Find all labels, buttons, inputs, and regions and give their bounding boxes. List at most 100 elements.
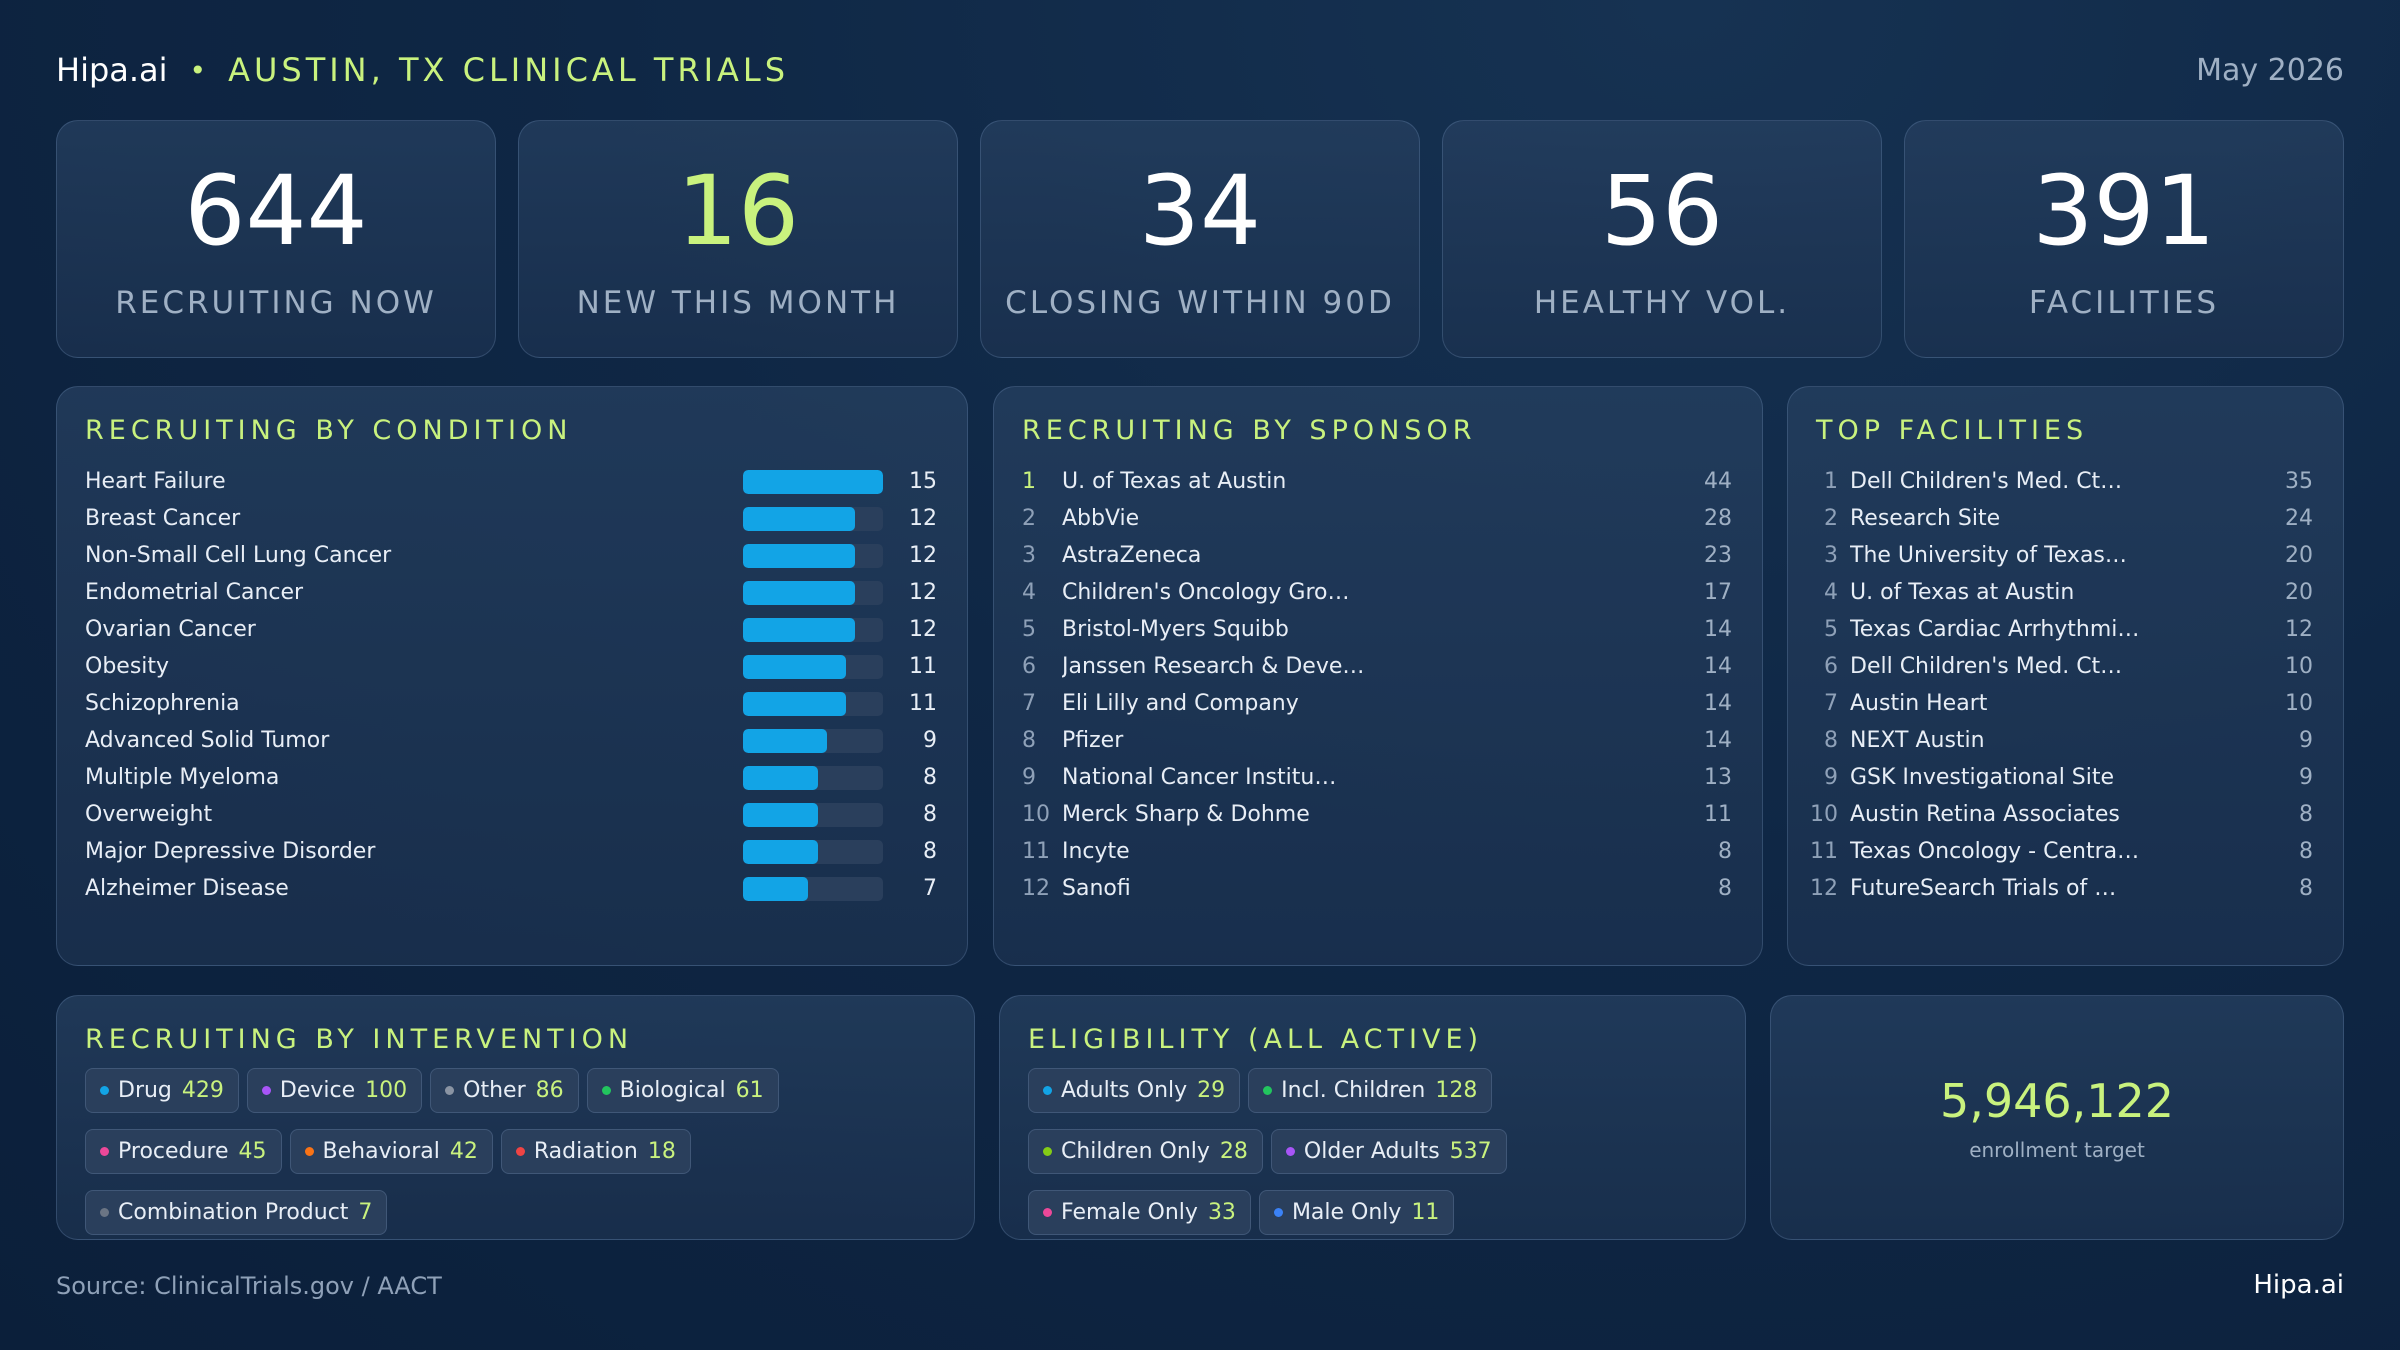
sponsor-name: Janssen Research & Deve…	[1062, 654, 1365, 679]
condition-count: 11	[909, 691, 937, 716]
sponsor-count: 28	[1704, 506, 1732, 531]
facility-row[interactable]: 6 Dell Children's Med. Ct… 10	[1810, 648, 2313, 685]
condition-count: 15	[909, 469, 937, 494]
condition-bar-track	[743, 876, 883, 901]
sponsor-count: 11	[1704, 802, 1732, 827]
facility-name: Austin Retina Associates	[1850, 802, 2120, 827]
condition-bar-track	[743, 802, 883, 827]
intervention-chip[interactable]: Device 100	[246, 1068, 423, 1113]
condition-name: Schizophrenia	[85, 691, 240, 716]
sponsor-name: Merck Sharp & Dohme	[1062, 802, 1310, 827]
condition-bar	[743, 654, 846, 679]
intervention-chip[interactable]: Combination Product 7	[85, 1190, 388, 1235]
facility-row[interactable]: 4 U. of Texas at Austin 20	[1810, 574, 2313, 611]
condition-row[interactable]: Advanced Solid Tumor 9	[85, 722, 937, 759]
condition-bar-track	[743, 654, 883, 679]
sponsor-count: 44	[1704, 469, 1732, 494]
facility-row[interactable]: 11 Texas Oncology - Centra… 8	[1810, 833, 2313, 870]
legend-dot-icon	[1043, 1147, 1052, 1156]
intervention-chip[interactable]: Drug 429	[85, 1068, 239, 1113]
condition-bar	[743, 728, 827, 753]
sponsor-row[interactable]: 8 Pfizer 14	[1022, 722, 1732, 759]
facility-count: 8	[2299, 839, 2313, 864]
page-title: AUSTIN, TX CLINICAL TRIALS	[228, 51, 790, 89]
facility-row[interactable]: 2 Research Site 24	[1810, 500, 2313, 537]
condition-row[interactable]: Major Depressive Disorder 8	[85, 833, 937, 870]
facility-rank: 9	[1824, 765, 1838, 790]
eligibility-chip[interactable]: Adults Only 29	[1028, 1068, 1241, 1113]
intervention-chip[interactable]: Radiation 18	[500, 1129, 691, 1174]
chip-label: Children Only	[1061, 1139, 1210, 1164]
brand-logo[interactable]: Hipa.ai	[56, 51, 168, 89]
intervention-chip[interactable]: Other 86	[430, 1068, 579, 1113]
intervention-chip[interactable]: Procedure 45	[85, 1129, 282, 1174]
facility-rank: 6	[1824, 654, 1838, 679]
sponsor-count: 14	[1704, 617, 1732, 642]
facility-row[interactable]: 1 Dell Children's Med. Ct… 35	[1810, 463, 2313, 500]
facility-count: 9	[2299, 765, 2313, 790]
condition-panel: RECRUITING BY CONDITION Heart Failure 15 B…	[56, 386, 968, 966]
condition-row[interactable]: Endometrial Cancer 12	[85, 574, 937, 611]
condition-row[interactable]: Breast Cancer 12	[85, 500, 937, 537]
facility-rank: 12	[1810, 876, 1838, 901]
facility-rank: 2	[1824, 506, 1838, 531]
legend-dot-icon	[1285, 1147, 1295, 1156]
condition-row[interactable]: Heart Failure 15	[85, 463, 937, 500]
facility-row[interactable]: 3 The University of Texas… 20	[1810, 537, 2313, 574]
condition-row[interactable]: Multiple Myeloma 8	[85, 759, 937, 796]
sponsor-row[interactable]: 5 Bristol-Myers Squibb 14	[1022, 611, 1732, 648]
facility-count: 10	[2285, 691, 2313, 716]
sponsor-row[interactable]: 4 Children's Oncology Gro… 17	[1022, 574, 1732, 611]
eligibility-chip[interactable]: Female Only 33	[1028, 1190, 1251, 1235]
condition-bar	[743, 617, 855, 642]
condition-row[interactable]: Overweight 8	[85, 796, 937, 833]
condition-row[interactable]: Non-Small Cell Lung Cancer 12	[85, 537, 937, 574]
intervention-chip[interactable]: Behavioral 42	[289, 1129, 493, 1174]
condition-bar	[743, 469, 883, 494]
intervention-chip[interactable]: Biological 61	[586, 1068, 779, 1113]
sponsor-rank: 12	[1022, 876, 1050, 901]
sponsor-row[interactable]: 2 AbbVie 28	[1022, 500, 1732, 537]
condition-bar-track	[743, 691, 883, 716]
eligibility-chip[interactable]: Older Adults 537	[1270, 1129, 1507, 1174]
facility-row[interactable]: 5 Texas Cardiac Arrhythmi… 12	[1810, 611, 2313, 648]
sponsor-row[interactable]: 6 Janssen Research & Deve… 14	[1022, 648, 1732, 685]
condition-row[interactable]: Alzheimer Disease 7	[85, 870, 937, 907]
sponsor-row[interactable]: 3 AstraZeneca 23	[1022, 537, 1732, 574]
facility-count: 20	[2285, 543, 2313, 568]
sponsor-row[interactable]: 1 U. of Texas at Austin 44	[1022, 463, 1732, 500]
legend-dot-icon	[100, 1208, 109, 1217]
sponsor-row[interactable]: 12 Sanofi 8	[1022, 870, 1732, 907]
condition-row[interactable]: Obesity 11	[85, 648, 937, 685]
condition-row[interactable]: Ovarian Cancer 12	[85, 611, 937, 648]
footer-brand[interactable]: Hipa.ai	[2253, 1270, 2344, 1300]
condition-bar-track	[743, 580, 883, 605]
condition-bar-track	[743, 617, 883, 642]
sponsor-row[interactable]: 9 National Cancer Institu… 13	[1022, 759, 1732, 796]
sponsor-count: 8	[1718, 839, 1732, 864]
condition-bar-track	[743, 839, 883, 864]
condition-name: Major Depressive Disorder	[85, 839, 376, 864]
condition-row[interactable]: Schizophrenia 11	[85, 685, 937, 722]
sponsor-row[interactable]: 10 Merck Sharp & Dohme 11	[1022, 796, 1732, 833]
facility-count: 35	[2285, 469, 2313, 494]
legend-dot-icon	[1263, 1086, 1273, 1095]
separator-dot: •	[189, 53, 207, 87]
sponsor-rank: 3	[1022, 543, 1036, 568]
sponsor-row[interactable]: 11 Incyte 8	[1022, 833, 1732, 870]
sponsor-row[interactable]: 7 Eli Lilly and Company 14	[1022, 685, 1732, 722]
facility-count: 8	[2299, 802, 2313, 827]
condition-bar	[743, 506, 855, 531]
chip-label: Combination Product	[118, 1200, 349, 1225]
sponsor-count: 8	[1718, 876, 1732, 901]
facility-rank: 8	[1824, 728, 1838, 753]
legend-dot-icon	[1043, 1086, 1052, 1095]
facility-row[interactable]: 8 NEXT Austin 9	[1810, 722, 2313, 759]
facility-row[interactable]: 7 Austin Heart 10	[1810, 685, 2313, 722]
facility-row[interactable]: 9 GSK Investigational Site 9	[1810, 759, 2313, 796]
facility-row[interactable]: 10 Austin Retina Associates 8	[1810, 796, 2313, 833]
facility-row[interactable]: 12 FutureSearch Trials of … 8	[1810, 870, 2313, 907]
eligibility-chip[interactable]: Children Only 28	[1028, 1129, 1263, 1174]
eligibility-chip[interactable]: Male Only 11	[1258, 1190, 1455, 1235]
eligibility-chip[interactable]: Incl. Children 128	[1248, 1068, 1493, 1113]
